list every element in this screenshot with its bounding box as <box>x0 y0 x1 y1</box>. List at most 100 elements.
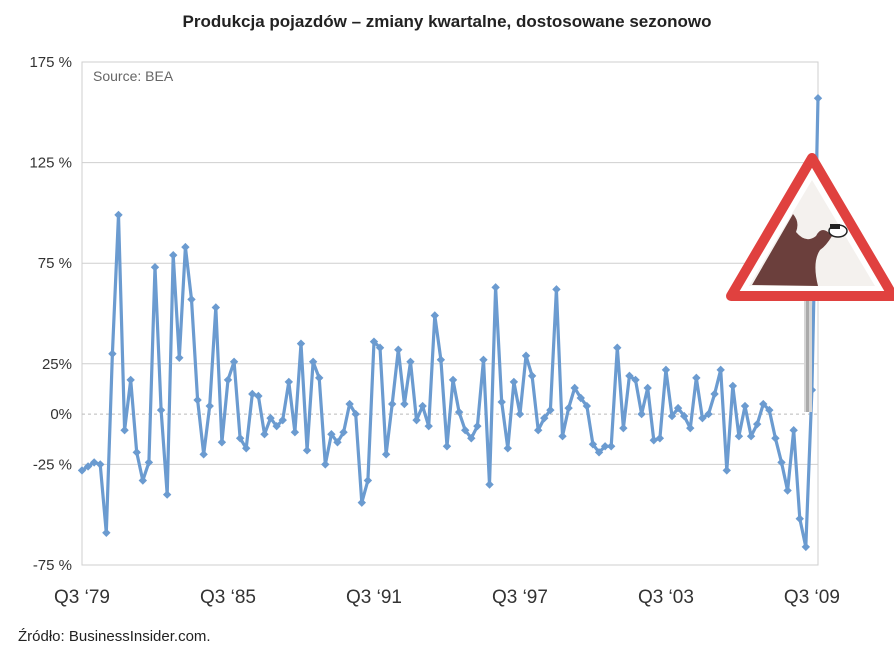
data-point <box>278 415 287 425</box>
data-point <box>108 349 117 358</box>
x-axis: Q3 ‘79 Q3 ‘85 Q3 ‘91 Q3 ‘97 Q3 ‘03 Q3 ‘09 <box>54 587 840 608</box>
data-point <box>102 528 111 538</box>
data-point <box>260 430 269 439</box>
data-point <box>631 375 640 385</box>
data-point <box>400 399 409 409</box>
x-tick-label: Q3 ‘09 <box>784 587 840 608</box>
data-point <box>765 405 774 415</box>
data-point <box>576 393 585 403</box>
data-point <box>533 425 543 435</box>
data-point <box>546 405 555 415</box>
data-point <box>96 460 105 469</box>
data-point <box>375 343 385 352</box>
data-point <box>795 514 804 523</box>
y-tick-label: 25% <box>42 356 72 373</box>
data-point <box>229 357 239 366</box>
data-point <box>777 458 786 467</box>
data-point <box>728 381 738 391</box>
data-point <box>527 371 537 381</box>
y-tick-label: -75 % <box>33 557 72 574</box>
source-label: Source: BEA <box>93 68 174 84</box>
x-tick-label: Q3 ‘79 <box>54 587 110 608</box>
data-point <box>588 440 598 449</box>
x-tick-label: Q3 ‘91 <box>346 587 402 608</box>
data-point <box>156 405 166 415</box>
data-point <box>436 355 446 364</box>
data-point <box>290 428 300 437</box>
data-point <box>418 401 427 411</box>
footer-source: Źródło: BusinessInsider.com. <box>18 628 211 645</box>
data-point <box>461 425 470 435</box>
data-point <box>771 434 780 443</box>
data-point <box>491 283 500 292</box>
y-tick-label: 175 % <box>29 54 72 71</box>
data-point <box>722 466 731 475</box>
data-point <box>661 365 671 375</box>
data-point <box>406 357 415 366</box>
data-point <box>211 303 221 312</box>
data-point <box>710 389 719 399</box>
data-point <box>686 423 695 433</box>
data-point <box>467 434 476 443</box>
data-point <box>132 448 141 457</box>
x-tick-label: Q3 ‘03 <box>638 587 694 608</box>
data-point <box>302 446 312 455</box>
data-point <box>789 425 798 435</box>
data-point <box>606 442 616 451</box>
y-tick-label: 75 % <box>38 255 72 272</box>
data-point <box>716 365 725 375</box>
data-point <box>485 480 494 489</box>
data-point <box>509 377 519 387</box>
data-point <box>430 311 439 320</box>
data-point <box>734 432 744 441</box>
data-point <box>83 462 93 471</box>
data-point <box>114 210 123 220</box>
data-point <box>752 419 762 429</box>
data-point <box>169 250 178 260</box>
data-point <box>497 397 506 407</box>
data-point <box>442 442 452 451</box>
data-point <box>424 421 433 431</box>
data-point <box>454 407 464 417</box>
data-point <box>315 373 324 383</box>
data-point <box>381 450 391 459</box>
data-point <box>704 409 713 419</box>
data-point <box>564 403 573 413</box>
data-point <box>175 353 184 362</box>
data-point <box>284 377 294 387</box>
data-point <box>558 432 567 441</box>
y-tick-label: 0% <box>50 406 72 423</box>
data-point <box>126 375 135 385</box>
data-point <box>515 409 525 419</box>
data-point <box>187 295 196 304</box>
data-point <box>138 476 148 485</box>
data-point <box>351 409 360 419</box>
data-point <box>412 415 421 425</box>
data-point <box>655 434 665 443</box>
data-point <box>369 337 379 346</box>
data-point <box>813 94 823 103</box>
data-point <box>625 371 634 381</box>
data-point <box>473 421 482 431</box>
data-point <box>637 409 646 419</box>
data-point <box>594 448 604 457</box>
data-point <box>77 466 87 475</box>
data-point <box>235 434 245 443</box>
data-point <box>479 355 488 364</box>
gridlines <box>81 61 819 566</box>
data-point <box>217 438 227 447</box>
data-point <box>345 399 354 409</box>
data-point <box>162 490 172 499</box>
data-point <box>339 428 348 437</box>
series-line <box>81 98 820 549</box>
data-point <box>199 450 208 459</box>
chart-title: Produkcja pojazdów – zmiany kwartalne, d… <box>182 12 712 31</box>
data-point <box>673 403 683 413</box>
data-point <box>144 458 154 467</box>
data-point <box>254 391 263 401</box>
series <box>77 94 823 552</box>
warning-sign-icon <box>726 153 894 412</box>
data-point <box>308 357 318 366</box>
y-tick-label: -25 % <box>33 456 72 473</box>
